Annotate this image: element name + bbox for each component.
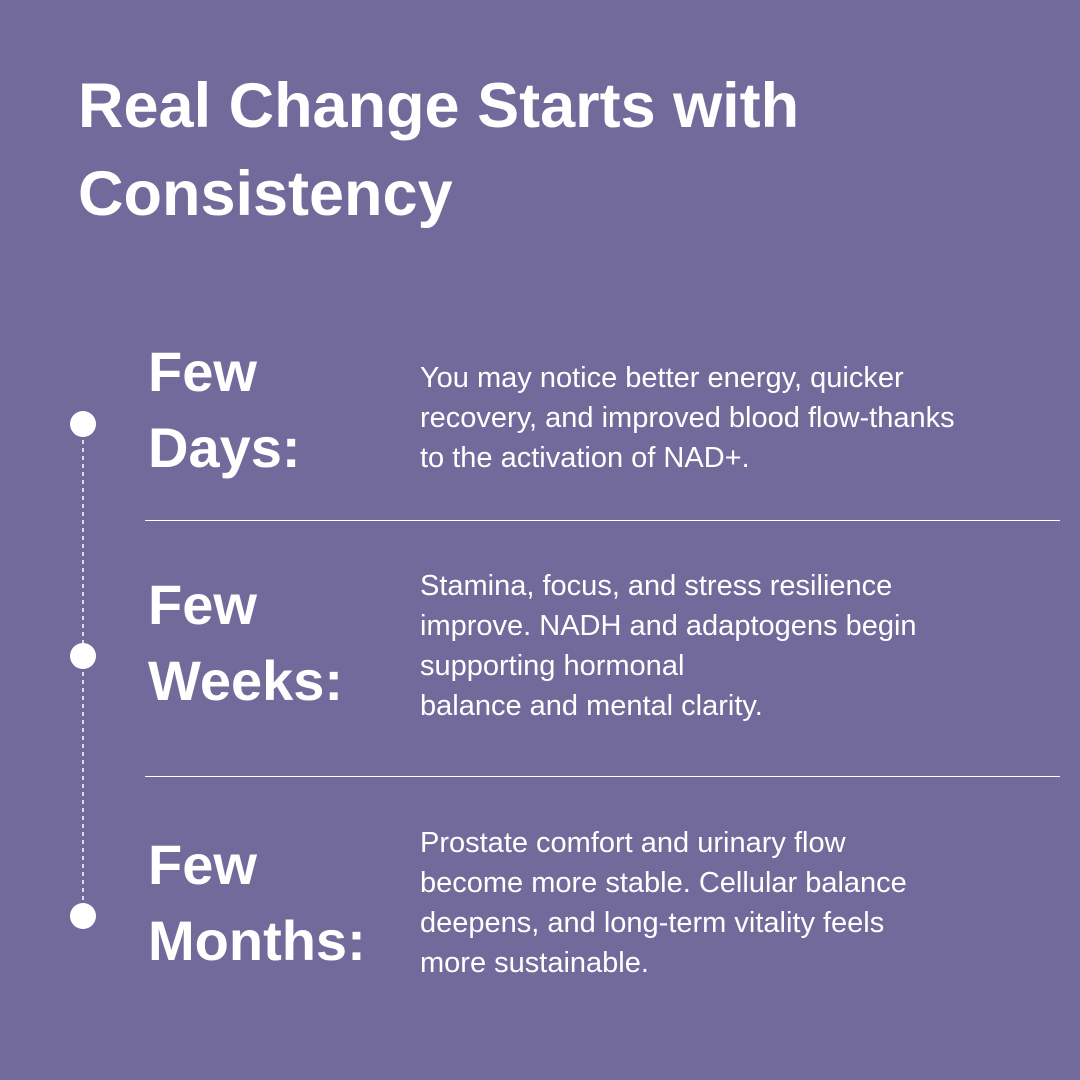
timeline-dot xyxy=(70,411,96,437)
description-line: balance and mental clarity. xyxy=(420,690,763,722)
timeline-label: Few Weeks: xyxy=(148,573,344,712)
description-line: supporting hormonal xyxy=(420,650,685,682)
timeline-label: Few Months: xyxy=(148,833,366,972)
timeline-description: Prostate comfort and urinary flow become … xyxy=(420,823,907,983)
divider xyxy=(145,520,1060,521)
description-line: become more stable. Cellular balance xyxy=(420,867,907,899)
description-line: deepens, and long-term vitality feels xyxy=(420,907,885,939)
divider xyxy=(145,776,1060,777)
title: Real Change Starts with Consistency xyxy=(78,71,800,229)
timeline-description: You may notice better energy, quicker rec… xyxy=(420,358,955,478)
description-line: Prostate comfort and urinary flow xyxy=(420,827,846,859)
timeline-dot xyxy=(70,643,96,669)
timeline-dot xyxy=(70,903,96,929)
timeline-label: Few Days: xyxy=(148,340,301,479)
description-line: improve. NADH and adaptogens begin xyxy=(420,610,917,642)
description-line: more sustainable. xyxy=(420,947,649,979)
description-line: You may notice better energy, quicker xyxy=(420,362,904,394)
timeline-description: Stamina, focus, and stress resilience imp… xyxy=(420,566,917,726)
description-line: Stamina, focus, and stress resilience xyxy=(420,570,893,602)
description-line: recovery, and improved blood flow-thanks xyxy=(420,402,955,434)
description-line: to the activation of NAD+. xyxy=(420,442,750,474)
timeline-track xyxy=(70,411,96,929)
